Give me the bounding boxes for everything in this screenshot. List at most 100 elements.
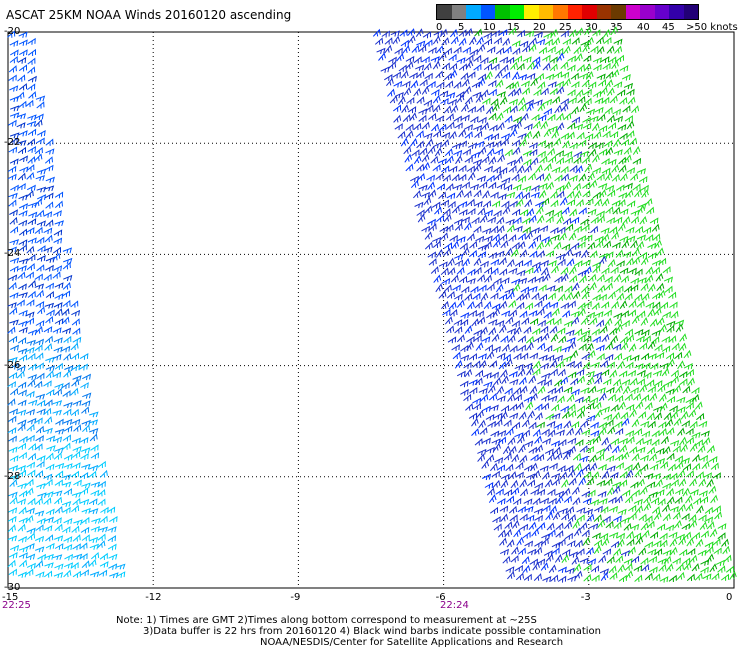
wind-barb [63,418,73,426]
wind-barb [424,241,433,250]
wind-barb [586,36,594,46]
wind-barb [36,236,45,244]
wind-barb [440,267,449,276]
wind-barb [535,444,543,453]
wind-barb [507,124,517,131]
wind-barb [602,29,611,38]
wind-barb [27,75,37,83]
wind-barb [614,352,623,361]
wind-barb [536,250,545,258]
wind-barb [448,301,457,310]
wind-barb [575,439,584,447]
wind-barb [53,517,62,524]
wind-barb [721,538,729,547]
wind-barb [488,156,497,165]
lon-tick-label: -3 [580,592,591,603]
wind-barb [43,211,53,218]
wind-barb [640,256,649,266]
wind-barb [566,360,576,368]
wind-barb [623,82,634,90]
wind-barb [549,368,558,376]
wind-barb [607,258,616,268]
wind-barb [533,335,543,343]
wind-barb [578,173,587,182]
wind-barb [581,329,591,337]
wind-barb [568,551,578,558]
wind-barb [597,463,607,471]
wind-barb [71,418,81,426]
wind-barb [513,352,522,360]
wind-barb [541,394,550,402]
wind-barb [458,173,467,181]
wind-barb [485,446,495,454]
wind-barb [560,103,569,112]
wind-barb [25,487,34,496]
wind-barb [575,165,583,174]
wind-barb [560,376,568,385]
wind-barb [501,375,509,385]
wind-barb [545,553,554,562]
wind-barb [516,165,525,174]
wind-barb [553,209,562,218]
wind-barb [477,453,485,462]
wind-barb [35,425,44,434]
wind-barb [464,156,473,164]
wind-barb [587,489,596,497]
wind-barb [539,259,549,267]
wind-barb [566,427,574,436]
wind-barb [508,309,517,317]
wind-barb [568,477,577,486]
wind-barb [43,273,52,281]
wind-barb [26,553,36,560]
wind-barb [633,498,643,506]
wind-barb [483,32,493,39]
wind-barb [517,241,526,250]
wind-barb [626,88,635,96]
wind-barb [647,385,656,393]
wind-barb [472,397,482,405]
wind-barb [576,405,585,413]
wind-barb [650,362,659,370]
wind-barb [18,354,28,362]
wind-barb [10,344,19,352]
wind-barb [7,535,18,542]
wind-barb [63,369,72,378]
wind-barb [45,534,54,542]
wind-barb [27,469,36,477]
wind-barb [666,496,675,505]
wind-barb [689,554,698,563]
wind-barb [509,128,518,138]
wind-barb [478,146,487,155]
wind-barb [567,89,576,97]
wind-barb [432,130,442,138]
wind-barb [472,91,482,99]
wind-barb [490,506,498,514]
wind-barb [390,30,400,37]
wind-barb [515,572,524,581]
wind-barb [17,183,26,190]
wind-barb [52,353,62,361]
wind-barb [665,524,675,532]
wind-barb [664,285,673,294]
wind-barb [614,453,623,461]
wind-barb [559,471,568,480]
wind-barb [543,550,553,557]
wind-barb [540,362,549,370]
wind-barb [492,308,501,317]
wind-barb [502,445,511,455]
wind-barb [542,576,552,583]
wind-barb [556,122,565,131]
wind-barb [44,342,53,351]
wind-barb [605,71,614,79]
wind-barb [621,319,630,328]
wind-barb [604,106,613,115]
wind-barb [606,465,616,472]
wind-barb [468,309,477,317]
wind-barb [503,183,513,191]
wind-barb [589,179,598,189]
wind-barb [416,140,425,149]
wind-barb [675,461,684,470]
wind-barb [489,404,499,411]
wind-barb [481,336,491,343]
wind-barb [55,418,64,426]
